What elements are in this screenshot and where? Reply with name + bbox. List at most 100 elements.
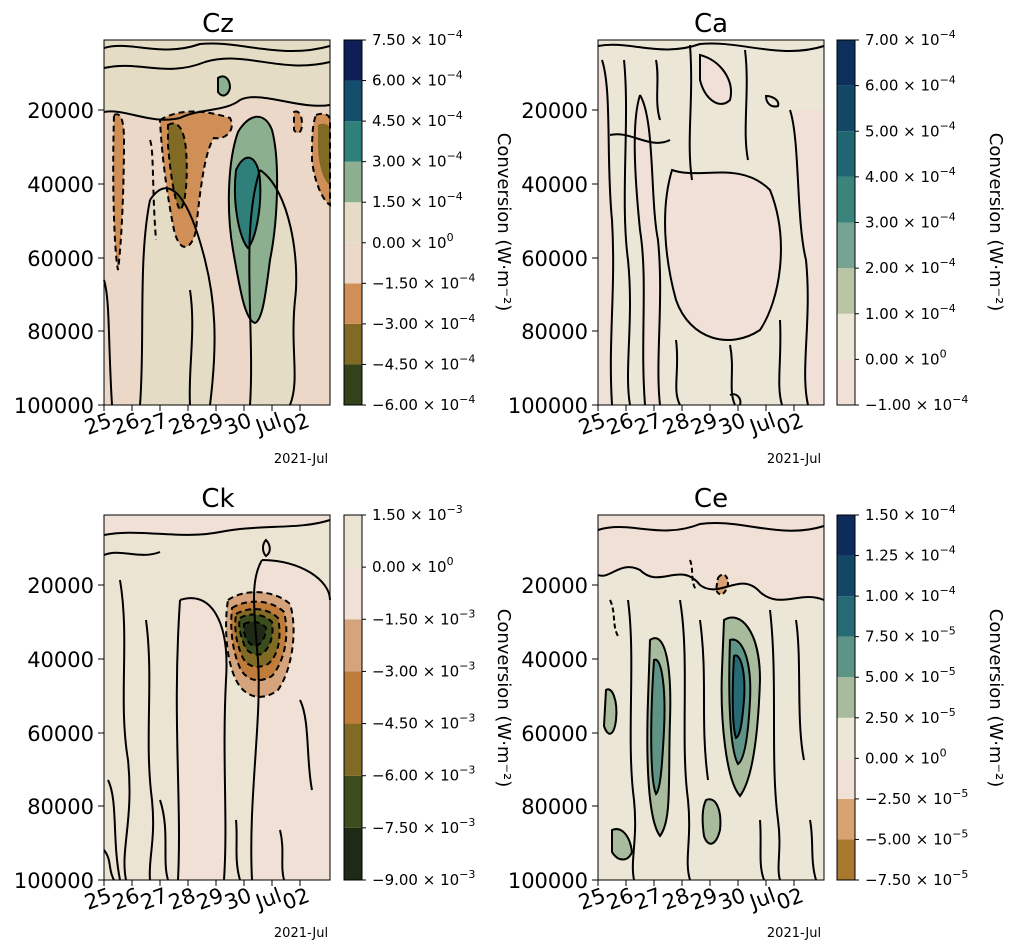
plot-area [597, 39, 825, 406]
colorbar-segment [344, 121, 362, 162]
colorbar-tick-label: −1.50 × 10−4 [372, 271, 475, 292]
x-tick-label: 29 [687, 408, 720, 440]
y-tick-label: 40000 [521, 173, 588, 197]
colorbar-tick-label: 5.00 × 10−5 [865, 665, 956, 686]
colorbar-tick-label: −7.50 × 10−5 [865, 868, 968, 889]
colorbar-segment [837, 176, 855, 223]
contour-fill-negative-strong [318, 123, 330, 185]
x-tick-label: 02 [279, 408, 312, 440]
x-tick-label: 29 [193, 408, 226, 440]
colorbar-tick-label: −2.50 × 10−5 [865, 787, 968, 808]
y-axis: 20000 40000 60000 80000 100000 [508, 99, 598, 418]
panel-title: Ck [201, 484, 234, 514]
colorbar-tick-label: −6.00 × 10−3 [372, 764, 475, 785]
colorbar-segment [837, 596, 855, 637]
colorbar-tick-label: 0.00 × 100 [372, 555, 454, 576]
x-tick-label: 26 [603, 883, 636, 915]
colorbar-label: Conversion (W·m⁻²) [493, 609, 514, 787]
plot-area [597, 514, 825, 881]
x-tick-label: Jul [745, 408, 779, 440]
x-tick-label: 28 [165, 408, 198, 440]
plot-frame [597, 514, 825, 881]
contour-fill-negative [598, 515, 824, 600]
colorbar-segment [837, 798, 855, 840]
contour-lines [103, 42, 331, 406]
contour-lines [597, 42, 825, 406]
contour-fill-negative [700, 55, 731, 104]
x-tick-label: Jul [745, 883, 779, 915]
colorbar: −9.00 × 10−3 −7.50 × 10−3 −6.00 × 10−3 −4.5… [343, 503, 475, 889]
contour-fill-negative [634, 95, 661, 405]
colorbar-segment [837, 515, 855, 556]
colorbar-tick-label: 4.00 × 10−4 [865, 165, 956, 186]
colorbar-tick-label: 1.00 × 10−4 [865, 584, 956, 605]
colorbar-segment [837, 40, 855, 86]
x-offset-label: 2021-Jul [767, 452, 821, 467]
y-tick-label: 100000 [14, 394, 94, 418]
colorbar-segment [344, 202, 362, 243]
colorbar-segment [344, 283, 362, 324]
colorbar-segment [837, 313, 855, 360]
x-tick-label: Jul [251, 883, 285, 915]
panel-ca: Ca [508, 9, 1006, 467]
colorbar-tick-label: −9.00 × 10−3 [372, 868, 475, 889]
x-tick-label: 29 [687, 883, 720, 915]
x-offset-label: 2021-Jul [274, 926, 328, 941]
colorbar-tick-label: 2.00 × 10−4 [865, 256, 956, 277]
x-tick-label: 26 [109, 883, 142, 915]
contour-fill-negative [176, 598, 227, 880]
y-tick-label: 60000 [27, 722, 94, 746]
y-axis: 20000 40000 60000 80000 100000 [14, 574, 104, 893]
colorbar-segment [344, 242, 362, 284]
contour-lines [597, 522, 825, 881]
x-tick-label: 30 [221, 408, 254, 440]
colorbar: −7.50 × 10−5 −5.00 × 10−5 −2.50 × 10−5 0.00… [836, 503, 968, 889]
panel-ce: Ce [508, 484, 1006, 941]
contour-fill-positive-strong [234, 157, 261, 248]
y-axis: 20000 40000 60000 80000 100000 [508, 574, 598, 893]
x-tick-label: 29 [193, 883, 226, 915]
x-axis: 25 26 27 28 29 30 Jul 02 2021-Jul [81, 880, 328, 941]
panel-ck: Ck [14, 484, 514, 941]
y-tick-label: 20000 [521, 99, 588, 123]
x-tick-label: 27 [137, 408, 170, 440]
colorbar-segment [344, 515, 362, 568]
colorbar-tick-label: 1.50 × 10−3 [372, 503, 463, 524]
colorbar-tick-label: 1.00 × 10−4 [865, 302, 956, 323]
x-offset-label: 2021-Jul [274, 452, 328, 467]
colorbar-segment [837, 85, 855, 132]
plot-frame [597, 39, 825, 406]
contour-lines-negative [112, 110, 331, 271]
colorbar-segment [837, 359, 855, 405]
colorbar-tick-label: −1.00 × 10−4 [865, 393, 968, 414]
colorbar-tick-label: −4.50 × 10−3 [372, 712, 475, 733]
colorbar-segment [837, 268, 855, 314]
x-tick-label: 02 [279, 883, 312, 915]
colorbar-tick-label: −6.00 × 10−4 [372, 393, 475, 414]
colorbar-segment [344, 80, 362, 122]
colorbar-tick-label: 3.00 × 10−4 [372, 150, 463, 171]
colorbar-tick-label: 2.50 × 10−5 [865, 706, 956, 727]
colorbar-label: Conversion (W·m⁻²) [493, 133, 514, 311]
colorbar-segment [837, 677, 855, 718]
colorbar-tick-label: 7.00 × 10−4 [865, 28, 956, 49]
y-tick-label: 80000 [521, 320, 588, 344]
colorbar-label: Conversion (W·m⁻²) [985, 609, 1006, 787]
colorbar-label: Conversion (W·m⁻²) [985, 133, 1006, 311]
x-tick-label: 28 [659, 408, 692, 440]
colorbar-tick-label: 1.50 × 10−4 [372, 190, 463, 211]
colorbar-segment [837, 839, 855, 880]
contour-lines [103, 519, 331, 881]
x-tick-label: 02 [773, 408, 806, 440]
panel-cz: Cz [14, 9, 514, 467]
contour-fill-positive [702, 799, 721, 844]
x-offset-label: 2021-Jul [767, 926, 821, 941]
colorbar-segment [837, 222, 855, 269]
x-tick-label: Jul [251, 408, 285, 440]
colorbar-tick-label: 6.00 × 10−4 [372, 69, 463, 90]
colorbar-segment [344, 671, 362, 724]
x-tick-label: 28 [165, 883, 198, 915]
x-tick-label: 26 [603, 408, 636, 440]
y-tick-label: 20000 [521, 574, 588, 598]
